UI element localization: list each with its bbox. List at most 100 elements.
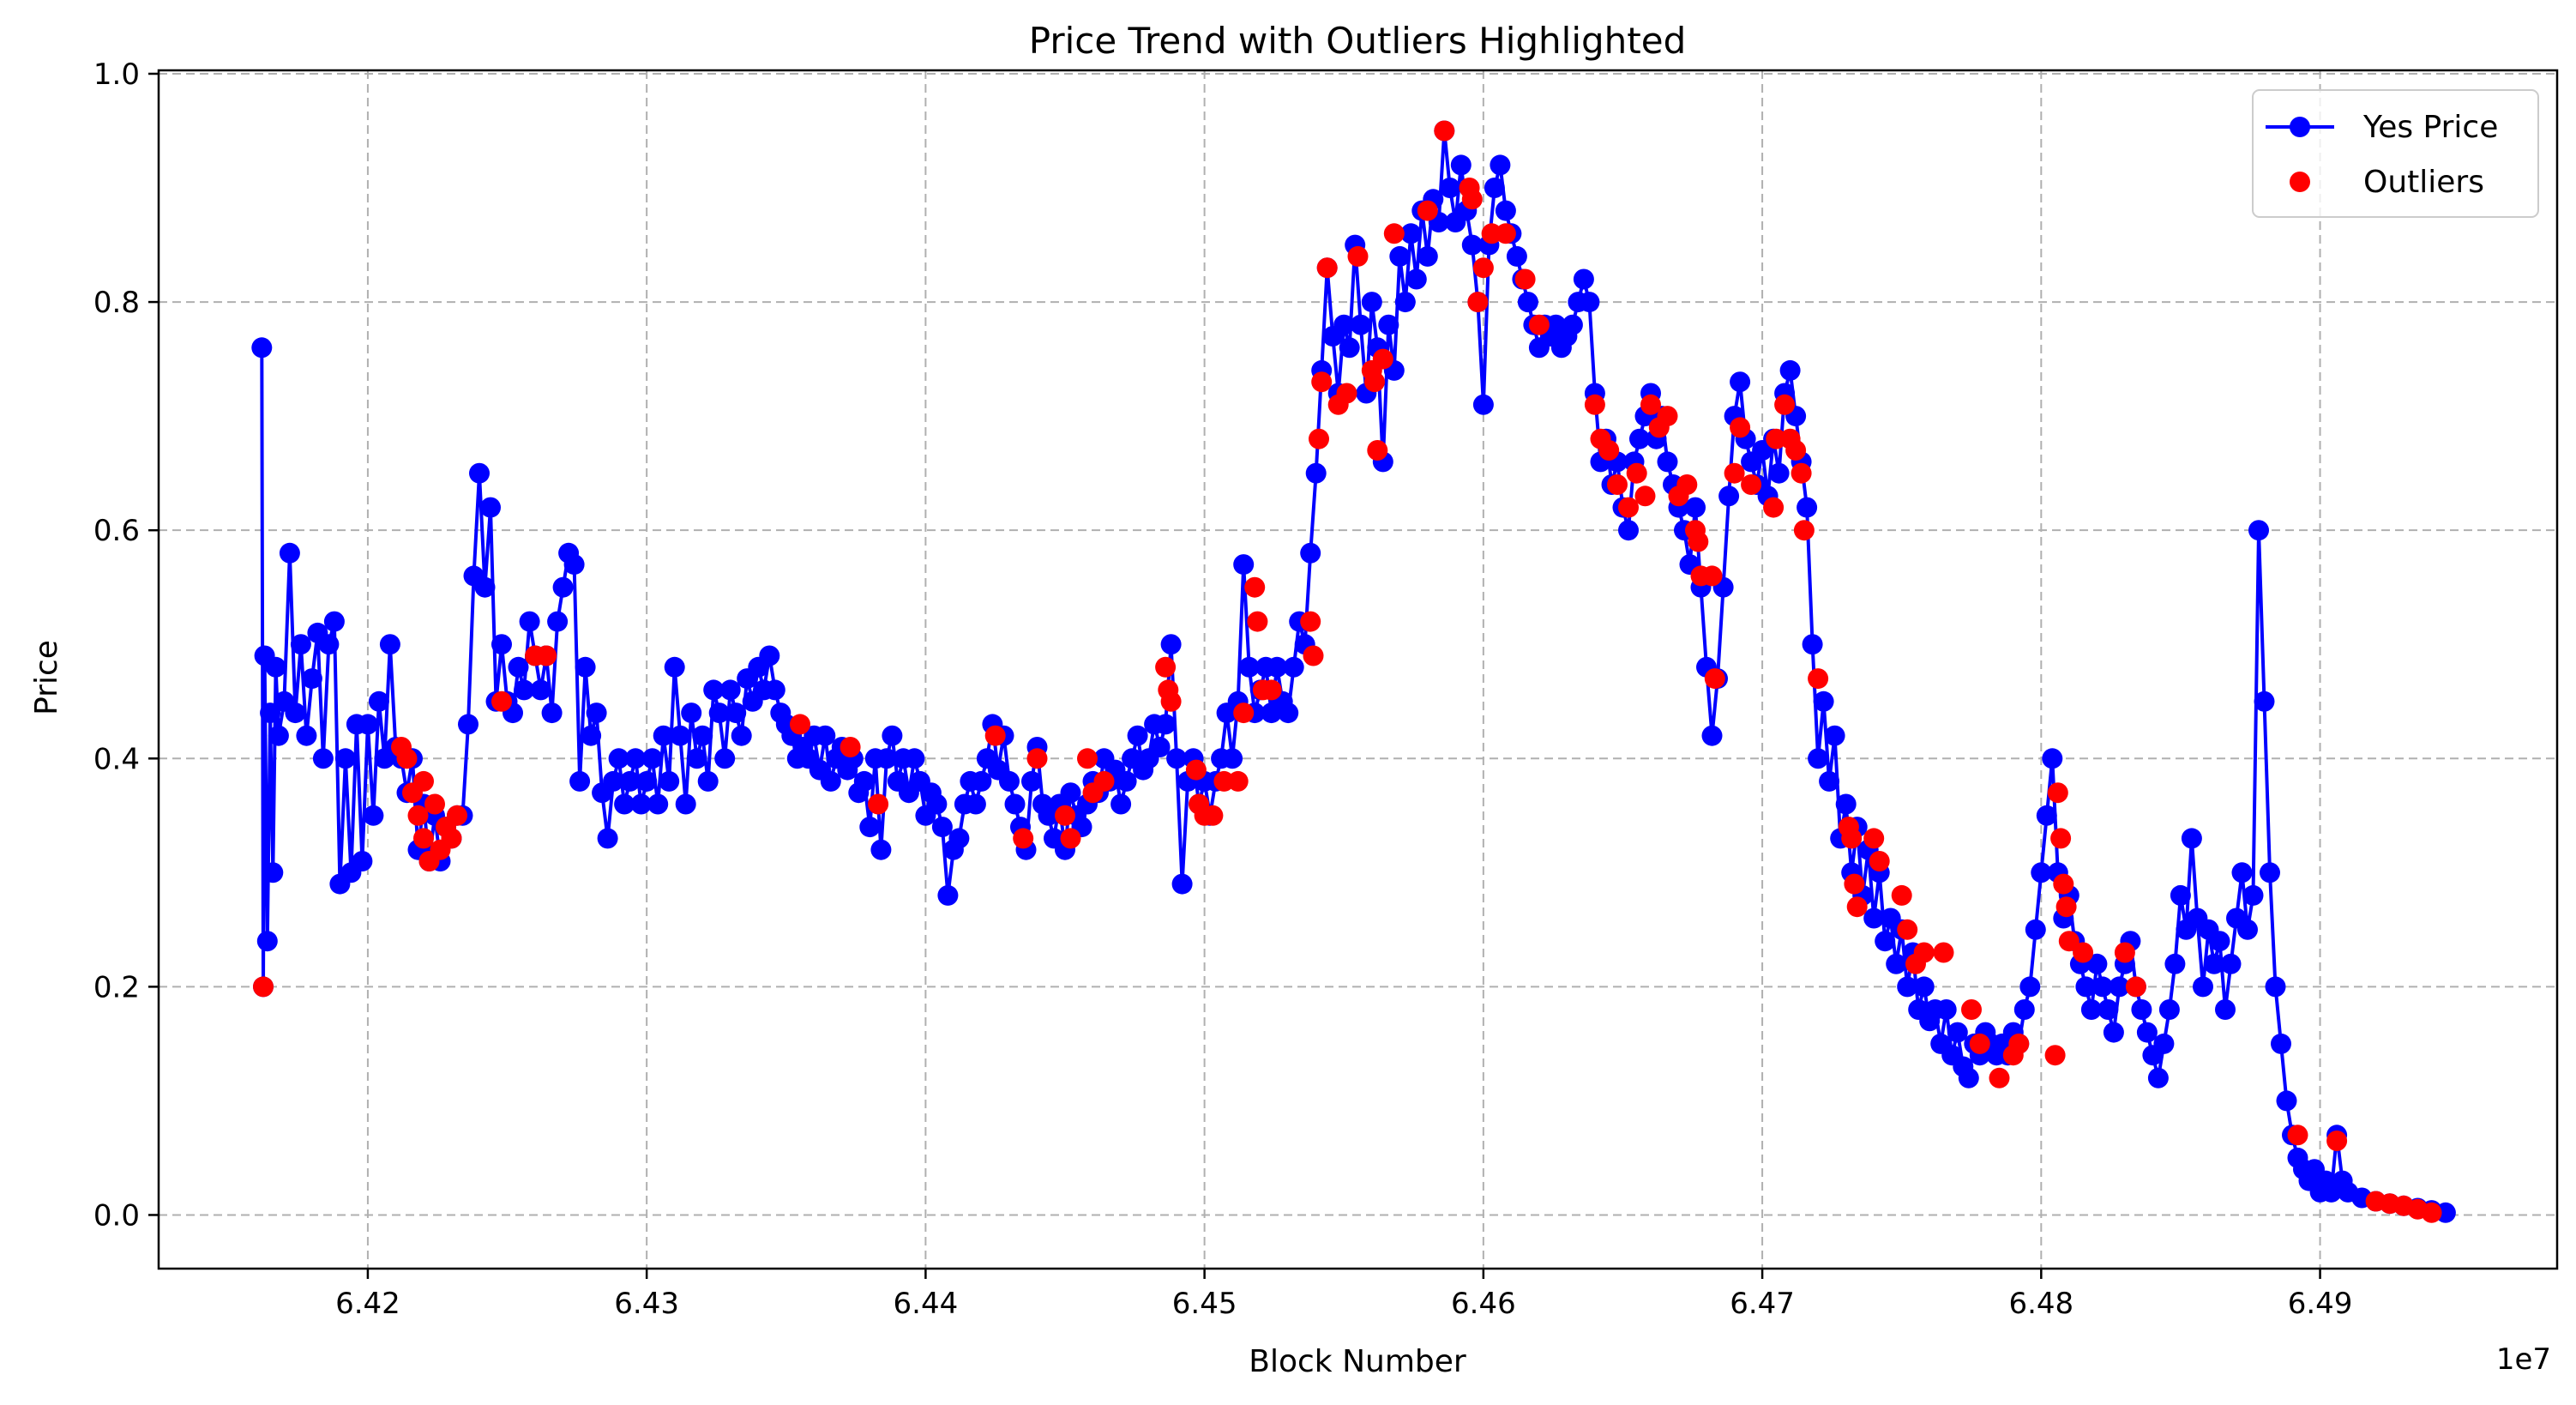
yes-price-point (870, 839, 892, 860)
yes-price-point (1562, 314, 1583, 335)
outlier-point (1303, 645, 1324, 666)
yes-price-point (1863, 908, 1885, 929)
yes-price-point (569, 770, 591, 792)
yes-price-point (1573, 268, 1594, 290)
yes-price-point (1400, 223, 1422, 244)
yes-price-point (2086, 953, 2108, 974)
yes-price-point (357, 714, 378, 735)
yes-price-point (641, 748, 663, 769)
yes-price-point (2136, 1022, 2158, 1043)
yes-price-point (1021, 770, 1042, 792)
outlier-point (1093, 770, 1115, 792)
outlier-point (2050, 828, 2072, 849)
outlier-point (1316, 257, 1338, 279)
yes-price-point (882, 725, 903, 746)
yes-price-point (2158, 999, 2180, 1020)
yes-price-point (2204, 953, 2224, 974)
yes-price-point (999, 770, 1020, 792)
yes-price-point (608, 748, 629, 769)
outlier-point (1933, 942, 1954, 963)
outlier-point (407, 805, 429, 826)
legend-label-yes-price: Yes Price (2362, 110, 2498, 145)
yes-price-point (1394, 292, 1416, 313)
yes-price-point (262, 862, 284, 883)
yes-price-point (1685, 497, 1706, 518)
outlier-point (1791, 462, 1812, 484)
outlier-point (1741, 474, 1762, 495)
outlier-point (447, 805, 467, 826)
yes-price-point (1417, 245, 1438, 267)
outlier-point (1026, 748, 1048, 769)
yes-price-point (2276, 1090, 2297, 1112)
yes-price-point (2260, 862, 2280, 883)
yes-price-point (619, 770, 641, 792)
yes-price-point (1897, 976, 1918, 998)
yes-price-point (2215, 999, 2236, 1020)
outlier-point (1724, 462, 1745, 484)
yes-price-point (1730, 371, 1751, 393)
outlier-point (1961, 999, 1982, 1020)
yes-price-point (256, 931, 278, 952)
yes-price-point (2242, 884, 2264, 906)
yes-price-point (1824, 725, 1845, 746)
x-axis-label: Block Number (1249, 1344, 1466, 1379)
yes-price-point (1701, 725, 1723, 746)
outlier-point (1434, 120, 1455, 142)
yes-price-point (2164, 953, 2186, 974)
yes-price-point (2036, 805, 2057, 826)
yes-price-point (1797, 497, 1818, 518)
yes-price-point (519, 611, 540, 632)
outlier-point (1634, 485, 1656, 507)
outlier-point (1227, 770, 1249, 792)
outlier-point (1528, 314, 1550, 335)
yes-price-point (1875, 931, 1896, 952)
y-axis-label: Price (29, 640, 64, 715)
yes-price-point (334, 748, 356, 769)
yes-price-point (508, 656, 529, 678)
y-tick-label: 0.6 (93, 514, 140, 548)
outlier-point (790, 714, 810, 735)
x-tick-label: 6.47 (1730, 1287, 1795, 1321)
chart-title: Price Trend with Outliers Highlighted (1029, 20, 1687, 62)
yes-price-point (971, 770, 992, 792)
outlier-point (1185, 759, 1207, 781)
yes-price-point (296, 725, 317, 746)
yes-price-point (1779, 359, 1801, 381)
outlier-point (1844, 873, 1865, 895)
outlier-point (536, 645, 557, 666)
yes-price-point (614, 793, 635, 815)
legend: Yes Price Outliers (2252, 89, 2539, 218)
yes-price-point (876, 748, 897, 769)
outlier-point (1808, 668, 1829, 690)
yes-price-point (1127, 725, 1148, 746)
yes-price-point (2209, 931, 2230, 952)
x-tick-label: 6.42 (335, 1287, 400, 1321)
outlier-point (1989, 1067, 2010, 1088)
yes-price-point (1490, 154, 1511, 176)
outlier-point (1846, 896, 1868, 918)
yes-price-point (530, 679, 551, 701)
outlier-point (2058, 931, 2079, 952)
yes-price-point (1813, 690, 1834, 712)
outlier-point (1584, 394, 1605, 415)
outlier-point (2044, 1045, 2066, 1066)
outlier-point (2073, 942, 2094, 963)
outlier-point (1688, 531, 1709, 552)
x-tick-label: 6.49 (2288, 1287, 2353, 1321)
yes-price-point (725, 702, 747, 724)
yes-price-point (965, 793, 986, 815)
yes-price-point (2075, 976, 2097, 998)
outlier-point (1640, 394, 1661, 415)
outlier-point (1793, 520, 1815, 541)
yes-price-point (815, 725, 836, 746)
outlier-point (1372, 348, 1393, 370)
yes-price-point (2220, 953, 2242, 974)
yes-price-point (474, 576, 496, 598)
yes-price-point (547, 611, 569, 632)
yes-price-point (703, 679, 725, 701)
yes-price-point (1886, 953, 1907, 974)
yes-price-point (268, 725, 289, 746)
yes-price-point (2042, 748, 2063, 769)
yes-price-point (1579, 292, 1600, 313)
